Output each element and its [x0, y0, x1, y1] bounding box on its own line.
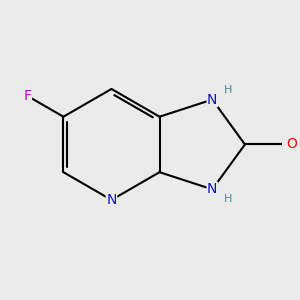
Text: F: F	[23, 89, 32, 103]
Text: N: N	[207, 182, 217, 196]
Text: N: N	[106, 193, 117, 207]
Text: H: H	[224, 194, 232, 204]
Text: O: O	[287, 137, 298, 152]
Text: N: N	[207, 93, 217, 106]
Text: H: H	[224, 85, 232, 94]
